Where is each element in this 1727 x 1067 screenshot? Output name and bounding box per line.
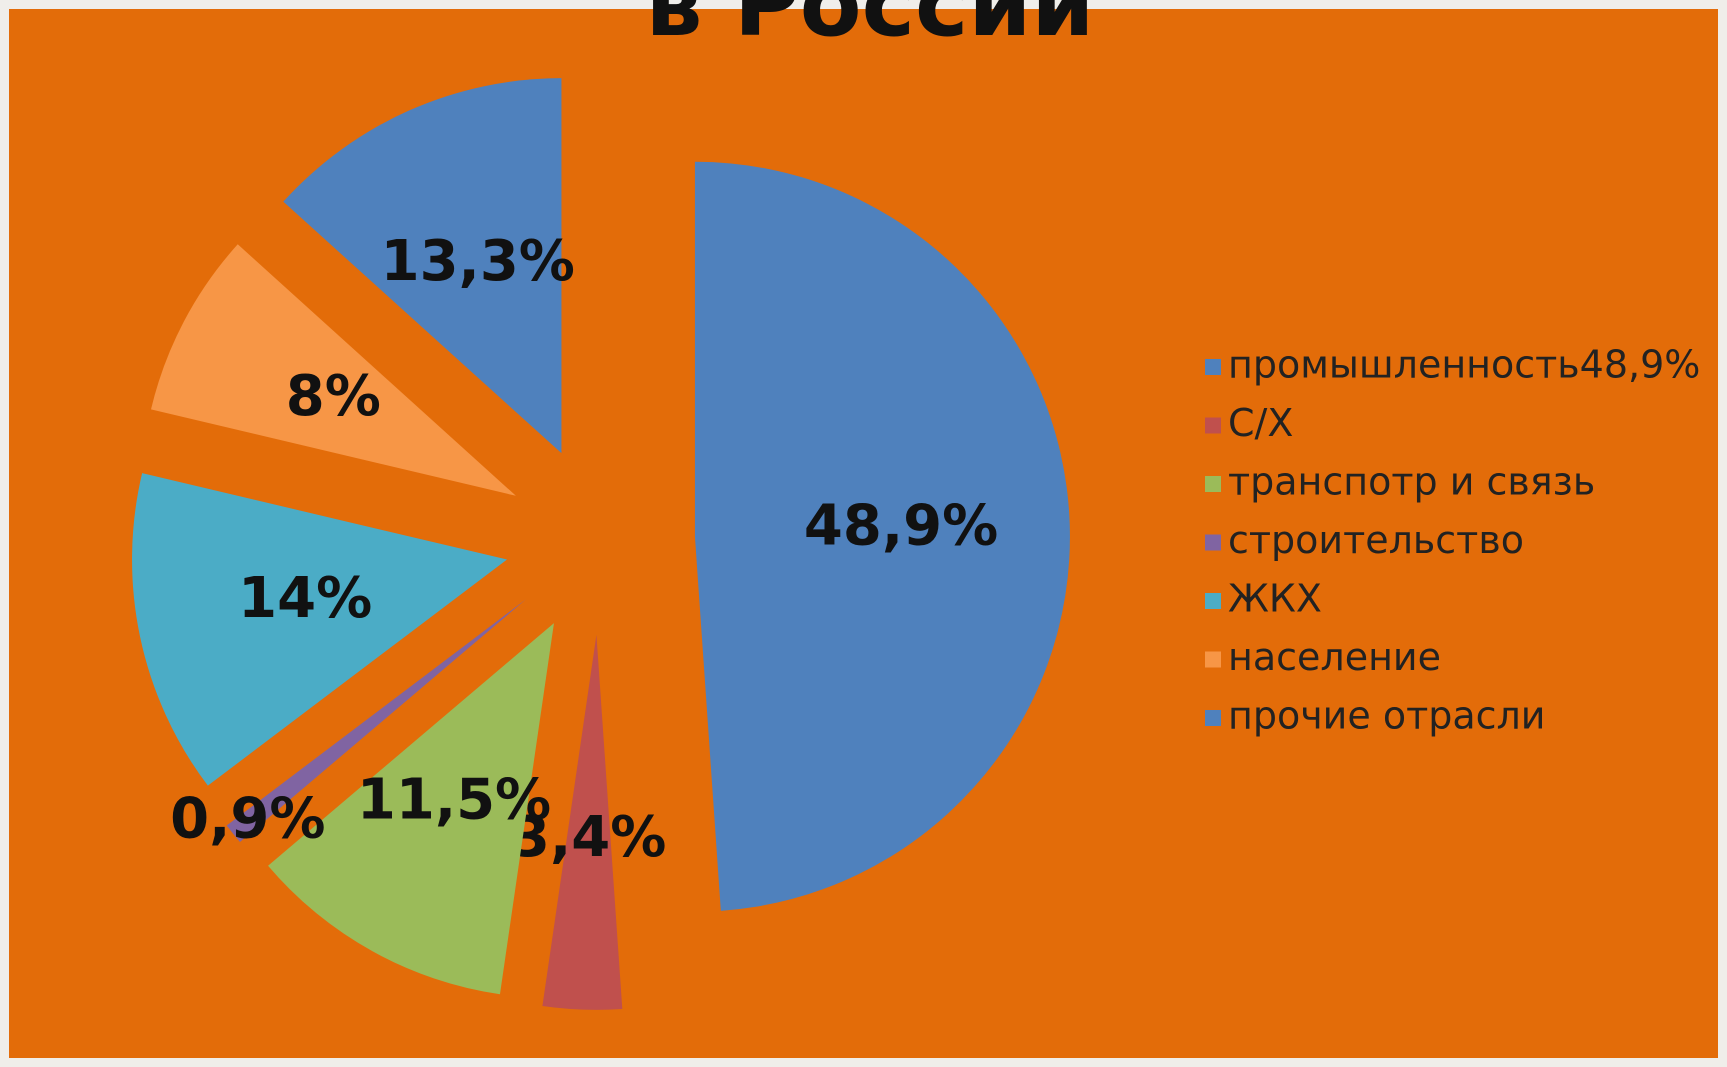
legend-swatch bbox=[1205, 476, 1221, 492]
legend-swatch bbox=[1205, 651, 1221, 668]
pie-slice bbox=[268, 623, 554, 995]
legend-label: строительство bbox=[1228, 518, 1524, 562]
data-label: 0,9% bbox=[170, 786, 325, 851]
pie-slice bbox=[132, 473, 508, 786]
legend-label: транспотр и связь bbox=[1228, 460, 1595, 504]
pie-slice bbox=[694, 161, 1070, 911]
data-label: 13,3% bbox=[381, 229, 575, 294]
data-label: 11,5% bbox=[357, 768, 551, 833]
data-label: 3,4% bbox=[511, 805, 666, 870]
legend-swatch bbox=[1205, 359, 1221, 375]
legend-swatch bbox=[1205, 710, 1221, 726]
legend-label: прочие отрасли bbox=[1228, 694, 1546, 738]
data-label: 8% bbox=[286, 364, 381, 429]
pie-slice bbox=[542, 634, 623, 1010]
legend-label: С/Х bbox=[1228, 401, 1293, 445]
legend-swatch bbox=[1205, 417, 1221, 434]
pie-slice bbox=[283, 78, 562, 454]
chart-title: в России bbox=[646, 0, 1095, 57]
legend-label: ЖКХ bbox=[1228, 577, 1322, 621]
legend-swatch bbox=[1205, 593, 1221, 609]
legend-label: население bbox=[1228, 635, 1441, 679]
pie-slice bbox=[226, 599, 526, 843]
pie-slice bbox=[150, 244, 516, 496]
data-label: 14% bbox=[238, 566, 372, 631]
legend-swatch bbox=[1205, 534, 1221, 551]
data-label: 48,9% bbox=[804, 494, 998, 559]
legend-label: промышленность48,9% bbox=[1228, 343, 1700, 387]
